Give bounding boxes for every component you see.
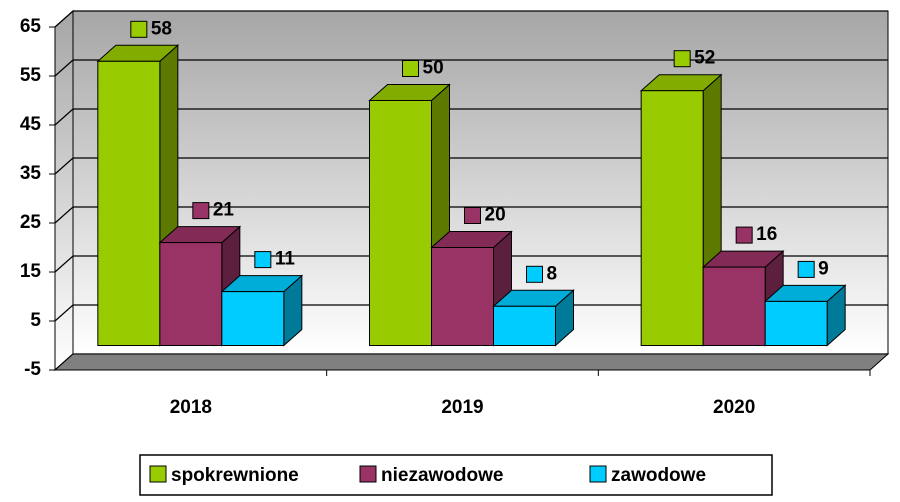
bar (221, 291, 285, 347)
bar (640, 90, 704, 346)
legend-box (139, 454, 773, 496)
bar (493, 305, 556, 346)
y-tick-label: 65 (20, 16, 42, 37)
y-tick-label: 45 (20, 114, 42, 135)
legend-marker (149, 465, 167, 483)
label-marker (254, 251, 272, 269)
data-label: 21 (213, 200, 235, 221)
data-label: 58 (151, 18, 172, 39)
y-tick-label: 5 (30, 310, 41, 331)
legend-marker (589, 465, 607, 483)
label-marker (464, 207, 481, 224)
bar (764, 300, 828, 346)
grid-line (54, 108, 888, 126)
floor (53, 353, 890, 371)
grid-line (54, 304, 888, 322)
bar (702, 266, 766, 347)
plot: 2018 58 21 11 2019 50 20 8 2020 52 16 9 (96, 18, 847, 418)
data-label: 8 (547, 263, 558, 284)
bar (369, 100, 432, 346)
data-label: 50 (423, 58, 444, 79)
bar (431, 247, 494, 346)
legend-label: zawodowe (611, 465, 706, 486)
label-marker (735, 226, 753, 244)
legend-label: niezawodowe (381, 465, 503, 486)
label-marker (192, 202, 210, 220)
data-label: 20 (485, 205, 506, 226)
x-tick-label: 2019 (441, 397, 483, 418)
data-label: 52 (694, 48, 715, 69)
grid-line (54, 157, 888, 175)
label-marker (526, 265, 543, 283)
x-tick-label: 2020 (713, 397, 755, 418)
side-wall (54, 9, 74, 372)
y-tick-label: 15 (20, 261, 42, 282)
grid-line (54, 206, 888, 224)
y-tick-label: -5 (24, 359, 41, 380)
legend-marker (359, 465, 377, 483)
bar (159, 242, 223, 347)
label-marker (673, 50, 691, 68)
data-label: 16 (756, 224, 777, 245)
data-label: 11 (275, 249, 296, 270)
label-marker (402, 60, 419, 77)
legend-label: spokrewnione (171, 465, 299, 486)
label-marker (130, 20, 148, 38)
grid-line (54, 59, 888, 77)
grid-line (54, 255, 888, 273)
legend: spokrewnione niezawodowe zawodowe (149, 465, 706, 486)
x-tick-label: 2018 (170, 397, 212, 418)
y-tick-label: 55 (20, 65, 42, 86)
y-tick-label: 35 (20, 163, 42, 184)
bar (97, 60, 161, 347)
data-label: 9 (818, 258, 829, 279)
grid-line (54, 10, 888, 28)
y-tick-label: 25 (20, 212, 42, 233)
label-marker (797, 260, 815, 278)
